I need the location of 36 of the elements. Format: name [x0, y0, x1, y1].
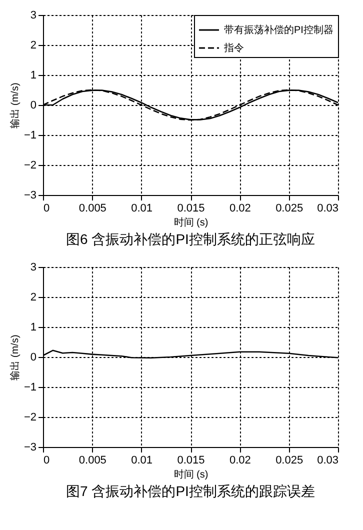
text: 图6 含振动补偿的PI控制系统的正弦响应	[66, 231, 315, 247]
x-tick-label: 0.01	[131, 202, 153, 214]
y-tick-label: 3	[30, 10, 36, 22]
x-tick-label: 0.03	[317, 202, 338, 214]
y-tick-label: −2	[24, 412, 36, 424]
x-tick-label: 0.015	[177, 454, 205, 466]
x-tick-label: 0.025	[276, 202, 304, 214]
y-axis-title: 输出 (m/s)	[8, 334, 21, 380]
x-tick-label: 0	[44, 454, 50, 466]
x-tick-label: 0	[44, 202, 50, 214]
x-tick-label: 0.02	[229, 454, 251, 466]
y-tick-label: −1	[24, 130, 36, 142]
x-tick-label: 0.015	[177, 202, 205, 214]
y-tick-label: 1	[30, 322, 36, 334]
x-tick-label: 0.02	[229, 202, 251, 214]
x-tick-label: 0.03	[317, 454, 338, 466]
y-axis-title: 输出 (m/s)	[8, 82, 21, 128]
y-tick-label: 2	[30, 40, 36, 52]
y-tick-label: −3	[24, 190, 36, 202]
y-tick-label: 2	[30, 292, 36, 304]
legend-label: 指令	[223, 42, 244, 54]
x-axis-title: 时间 (s)	[174, 468, 208, 480]
y-tick-label: 0	[30, 100, 36, 112]
x-tick-label: 0.01	[131, 454, 153, 466]
legend-label: 带有振荡补偿的PI控制器	[224, 24, 334, 36]
y-tick-label: −1	[24, 382, 36, 394]
x-tick-label: 0.025	[276, 454, 304, 466]
y-tick-label: 3	[30, 262, 36, 274]
x-tick-label: 0.005	[78, 202, 106, 214]
y-tick-label: 0	[30, 352, 36, 364]
x-tick-label: 0.005	[78, 454, 106, 466]
text: 图7 含振动补偿的PI控制系统的跟踪误差	[66, 483, 315, 499]
x-axis-title: 时间 (s)	[174, 216, 208, 228]
y-tick-label: −2	[24, 160, 36, 172]
y-tick-label: 1	[30, 70, 36, 82]
y-tick-label: −3	[24, 442, 36, 454]
